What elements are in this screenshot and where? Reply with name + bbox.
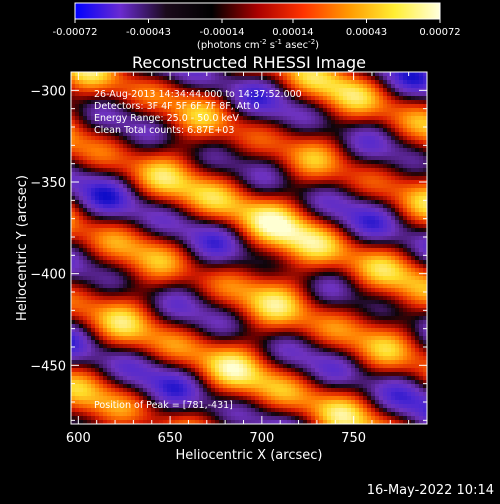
x-tick-label: 750	[341, 431, 366, 446]
y-tick-label: −350	[30, 176, 66, 191]
info-line: Clean Total counts: 6.87E+03	[94, 125, 234, 136]
info-line: Energy Range: 25.0 - 50.0 keV	[94, 113, 239, 124]
y-tick-label: −300	[30, 84, 66, 99]
peak-position-label: Position of Peak = [781,-431]	[94, 400, 233, 411]
x-tick-label: 700	[249, 431, 274, 446]
info-line: 26-Aug-2013 14:34:44.000 to 14:37:52.000	[94, 89, 302, 100]
y-tick-label: −450	[30, 359, 66, 374]
y-tick-label: −400	[30, 268, 66, 283]
colorbar: -0.00072 -0.00043 -0.00014 0.00014 0.00043 0.…	[53, 3, 461, 51]
x-tick-label: 600	[66, 431, 91, 446]
colorbar-unit-label: (photons cm-2 s-1 asec-2)	[197, 38, 319, 51]
colorbar-strip	[75, 3, 440, 19]
colorbar-tick-label: 0.00043	[346, 27, 387, 38]
y-axis-label: Heliocentric Y (arcsec)	[15, 175, 30, 321]
colorbar-tick-label: 0.00014	[272, 27, 313, 38]
colorbar-ticks: -0.00072 -0.00043 -0.00014 0.00014 0.00043 0.…	[53, 19, 461, 38]
info-line: Detectors: 3F 4F 5F 6F 7F 8F, Att 0	[94, 101, 260, 112]
colorbar-tick-label: 0.00072	[419, 27, 460, 38]
colorbar-tick-label: -0.00072	[53, 27, 98, 38]
colorbar-tick-label: -0.00014	[200, 27, 245, 38]
chart-title: Reconstructed RHESSI Image	[132, 53, 366, 72]
x-tick-label: 650	[158, 431, 183, 446]
colorbar-tick-label: -0.00043	[126, 27, 171, 38]
x-axis-label: Heliocentric X (arcsec)	[176, 448, 323, 463]
footer-timestamp: 16-May-2022 10:14	[367, 483, 494, 498]
